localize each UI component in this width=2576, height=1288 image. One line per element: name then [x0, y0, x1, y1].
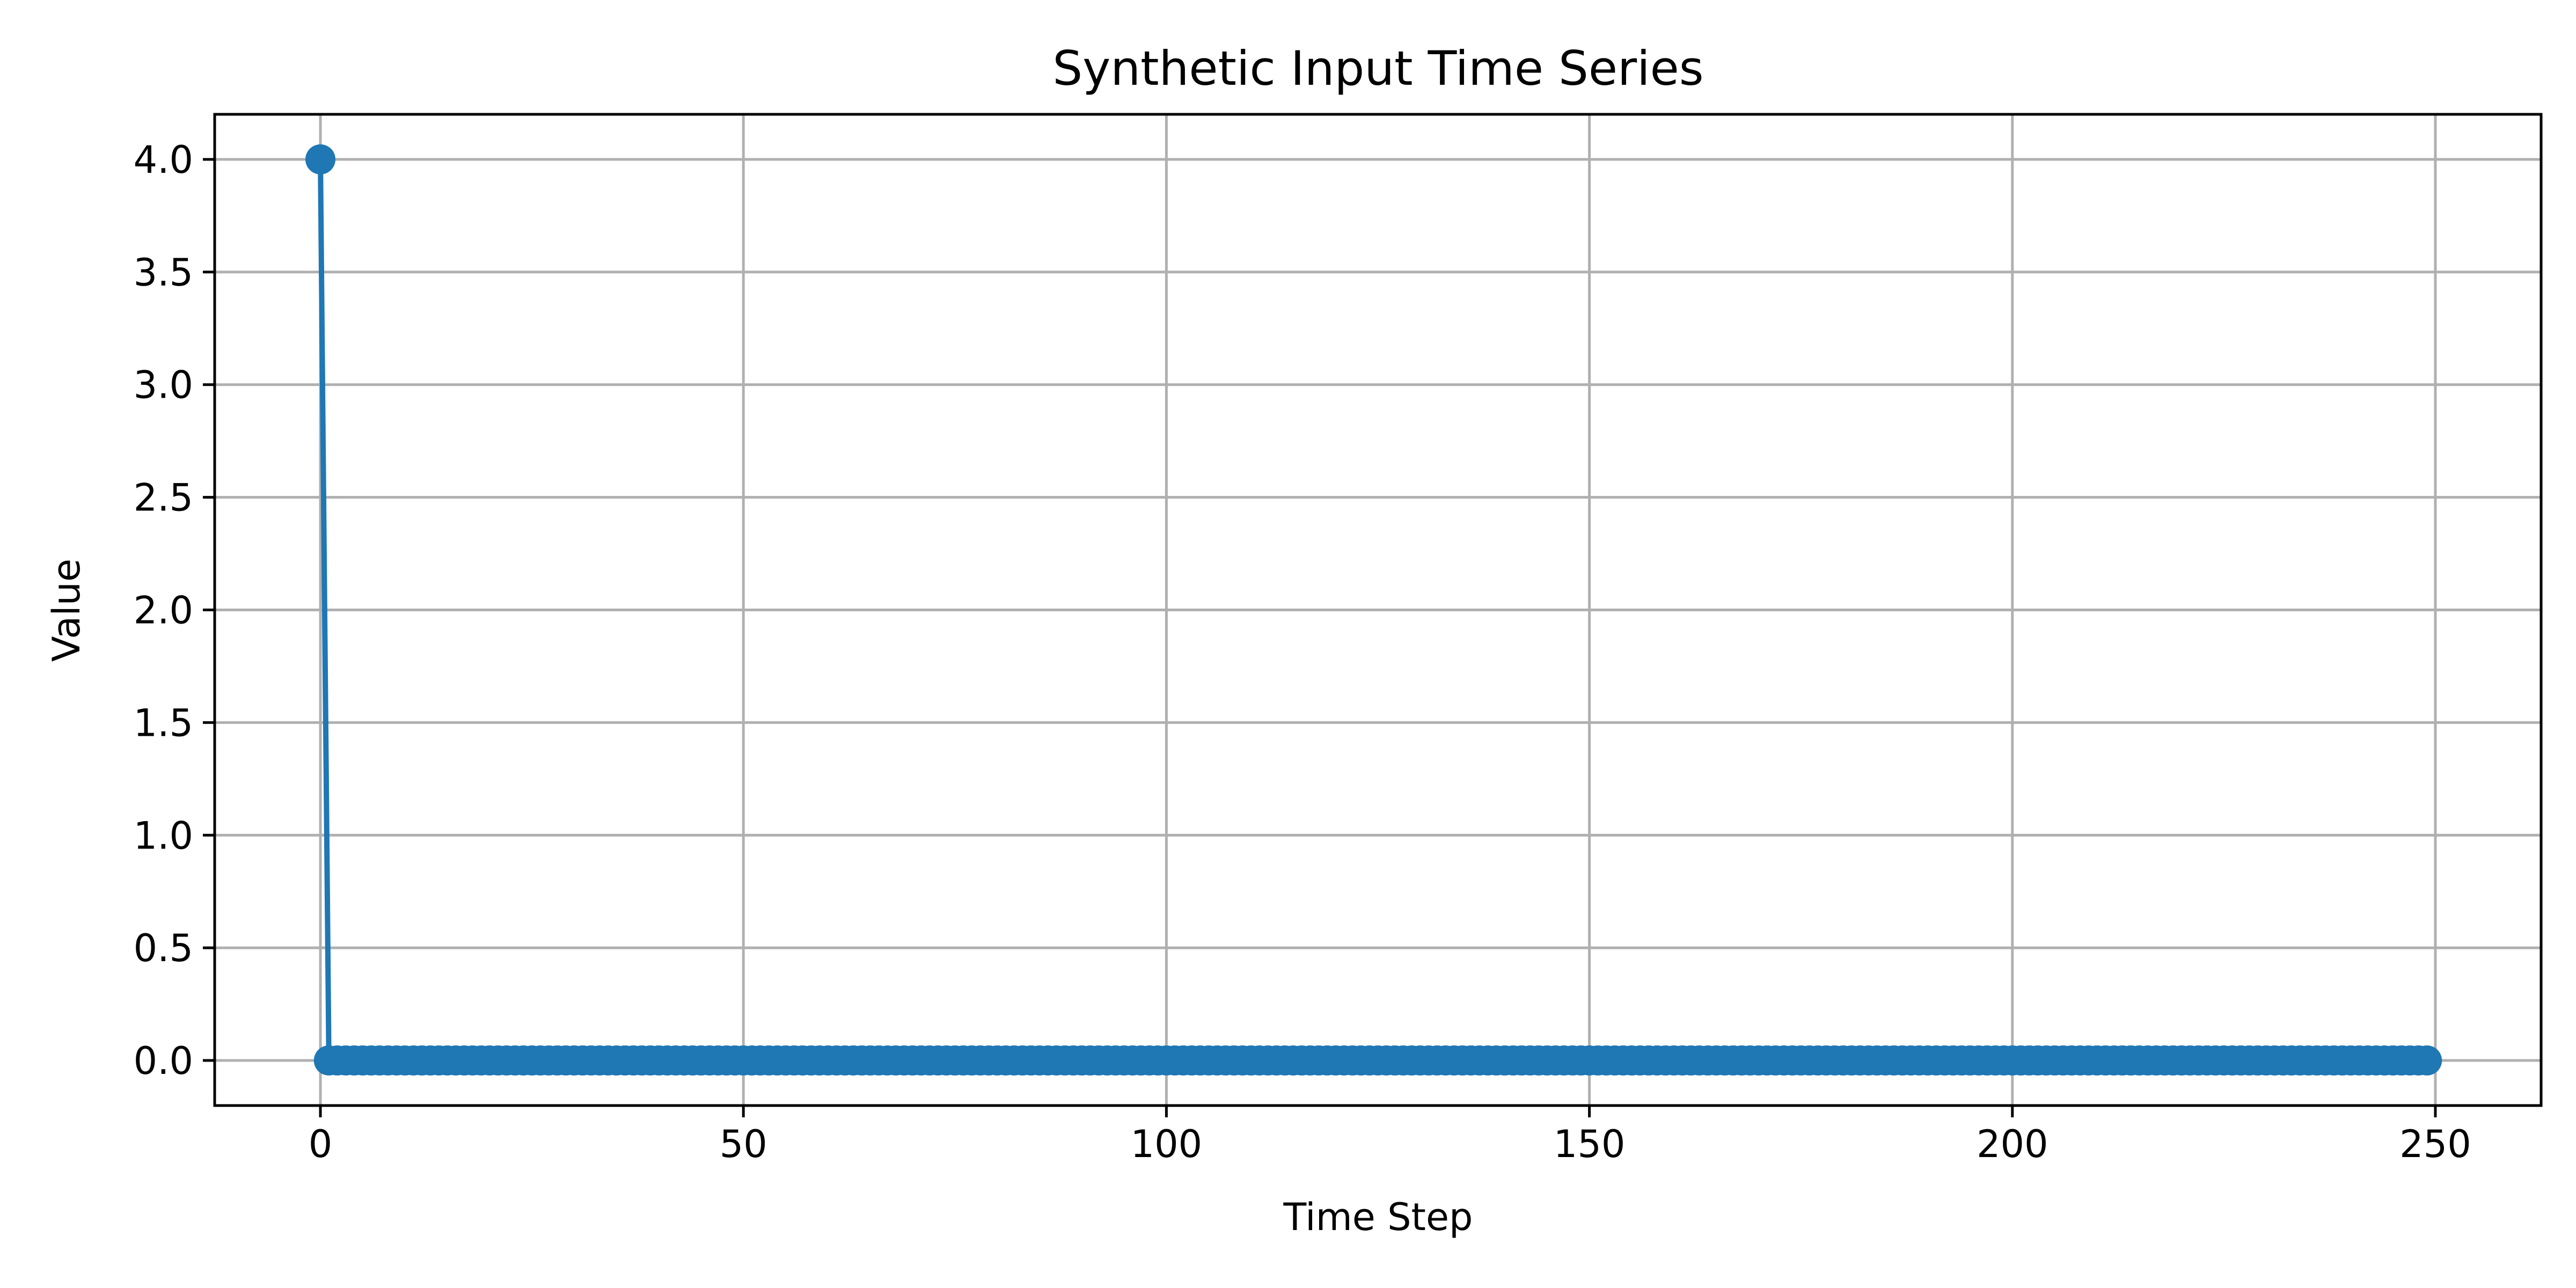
y-tick-label: 0.0: [134, 1039, 193, 1083]
x-axis-label: Time Step: [1283, 1195, 1473, 1239]
ticks-layer: 0 50 100 150 200 250 0.0 0.5 1.0 1.5 2.0 2.5 3.0 3.5 4…: [134, 138, 2471, 1166]
y-tick-label: 1.5: [134, 701, 193, 745]
x-tick-label: 100: [1131, 1122, 1203, 1166]
grid-layer: [215, 114, 2541, 1106]
y-tick-label: 3.0: [134, 363, 193, 407]
y-tick-label: 1.0: [134, 814, 193, 858]
y-tick-label: 2.0: [134, 589, 193, 633]
y-axis-label: Value: [45, 559, 89, 662]
x-tick-label: 200: [1977, 1122, 2048, 1166]
y-tick-label: 3.5: [134, 251, 193, 295]
x-tick-label: 0: [309, 1122, 333, 1166]
x-tick-label: 250: [2399, 1122, 2471, 1166]
y-tick-label: 2.5: [134, 476, 193, 520]
data-point: [2412, 1045, 2442, 1076]
data-point: [305, 144, 336, 174]
y-tick-label: 0.5: [134, 926, 193, 970]
y-tick-label: 4.0: [134, 138, 193, 182]
chart-title: Synthetic Input Time Series: [1052, 41, 1703, 96]
x-tick-label: 50: [720, 1122, 767, 1166]
series-layer: [305, 144, 2442, 1076]
x-tick-label: 150: [1554, 1122, 1626, 1166]
